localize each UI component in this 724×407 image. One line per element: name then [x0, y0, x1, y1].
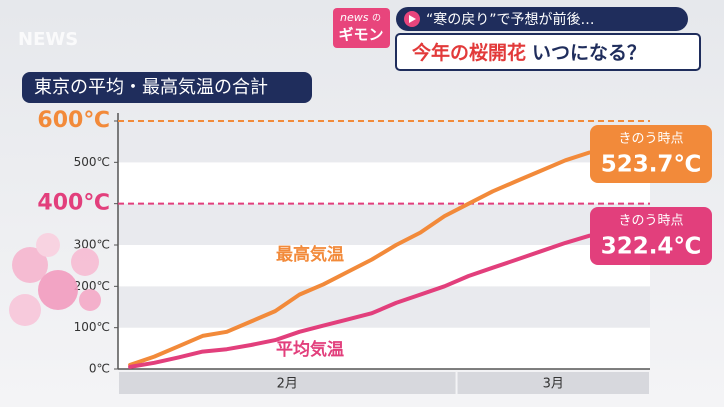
y-tick-label: 300℃ — [74, 238, 110, 252]
blossom — [71, 248, 99, 276]
callout-caption: きのう時点 — [618, 214, 683, 229]
logo-no: の — [372, 14, 381, 24]
logo-bottom: ギモン — [338, 26, 383, 44]
headline: 今年の桜開花 いつになる？ — [411, 41, 646, 64]
blossom — [38, 270, 78, 310]
x-group-band — [119, 372, 456, 394]
callout-box — [590, 125, 712, 183]
callout-value: 322.4℃ — [601, 234, 702, 260]
blossom — [36, 233, 60, 257]
series-label: 最高気温 — [276, 244, 344, 265]
blossom — [79, 289, 101, 311]
plot-stripe — [118, 327, 650, 369]
plot-stripe — [118, 203, 650, 245]
y-tick-label: 500℃ — [74, 155, 110, 169]
y-tick-label: 100℃ — [74, 320, 110, 334]
x-group-label: 2月 — [277, 377, 298, 392]
blossom-decoration — [9, 233, 101, 326]
y-tick-label: 400℃ — [37, 191, 110, 216]
x-group-label: 3月 — [543, 377, 564, 392]
callout-caption: きのう時点 — [618, 132, 683, 147]
series-line — [128, 150, 592, 367]
callout-box — [590, 207, 712, 265]
logo-top: news — [340, 11, 369, 24]
plot-area: 0℃ 100℃ 200℃ 300℃ 400℃ 500℃ 600℃ 2月 3月 — [37, 108, 650, 394]
chart-title: 東京の平均・最高気温の合計 — [34, 77, 268, 98]
plot-stripe — [118, 121, 650, 163]
watermark: NEWS — [18, 29, 78, 50]
plot-stripe — [118, 162, 650, 204]
blossom — [12, 247, 48, 283]
y-tick-label: 200℃ — [74, 279, 110, 293]
play-icon-arrow — [409, 15, 416, 23]
series-label: 平均気温 — [276, 339, 344, 360]
x-group-band — [457, 372, 649, 394]
subheadline-box — [396, 7, 688, 31]
headline-rest: いつになる？ — [532, 42, 646, 64]
blossom — [9, 294, 41, 326]
y-tick-label: 0℃ — [89, 362, 110, 376]
series-line — [128, 233, 592, 369]
callout-value: 523.7℃ — [601, 152, 702, 178]
chart-title-box — [22, 72, 312, 103]
subheadline: “寒の戻り”で予想が前後… — [426, 11, 595, 28]
logo-box — [333, 8, 390, 48]
y-tick-label: 600℃ — [37, 108, 110, 133]
headline-box — [395, 33, 701, 71]
headline-emphasis: 今年の桜開花 — [411, 41, 526, 64]
